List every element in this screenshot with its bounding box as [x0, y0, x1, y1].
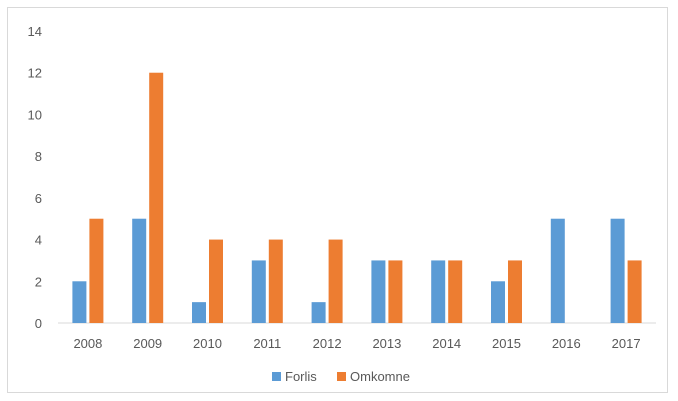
legend-swatch-omkomne	[337, 372, 346, 381]
x-tick-label: 2012	[313, 336, 342, 351]
bar-omkomne-2011	[268, 239, 283, 323]
bar-omkomne-2015	[508, 260, 522, 323]
bar-omkomne-2012	[328, 239, 343, 323]
y-tick-label: 6	[35, 191, 42, 206]
y-tick-label: 8	[35, 149, 42, 164]
bar-forlis-2015	[491, 281, 505, 323]
bar-forlis-2017	[610, 218, 625, 323]
bar-omkomne-2009	[149, 72, 164, 323]
bar-forlis-2010	[192, 302, 206, 323]
bars	[72, 72, 642, 323]
bar-forlis-2011	[251, 260, 266, 323]
x-tick-label: 2013	[372, 336, 401, 351]
bar-omkomne-2008	[89, 218, 104, 323]
legend-label-omkomne: Omkomne	[350, 369, 410, 384]
x-tick-label: 2014	[432, 336, 461, 351]
bar-omkomne-2014	[448, 260, 463, 323]
bar-forlis-2016	[550, 218, 565, 323]
y-axis-ticks: 0 2 4 6 8 10 12 14	[28, 24, 42, 331]
x-tick-label: 2008	[73, 336, 102, 351]
x-axis-ticks: 2008 2009 2010 2011 2012 2013 2014 2015 2016 2017	[73, 336, 640, 351]
x-tick-label: 2017	[612, 336, 641, 351]
y-tick-label: 10	[28, 107, 42, 122]
legend-label-forlis: Forlis	[285, 369, 317, 384]
y-tick-label: 4	[35, 233, 42, 248]
bar-omkomne-2013	[388, 260, 403, 323]
x-tick-label: 2015	[492, 336, 521, 351]
x-tick-label: 2011	[253, 336, 281, 351]
y-tick-label: 14	[28, 24, 42, 39]
chart-frame	[7, 7, 668, 393]
bar-omkomne-2017	[627, 260, 642, 323]
bar-forlis-2013	[371, 260, 386, 323]
bar-omkomne-2010	[209, 239, 223, 323]
bar-forlis-2009	[132, 218, 147, 323]
x-tick-label: 2009	[133, 336, 162, 351]
y-tick-label: 12	[28, 66, 42, 81]
bar-forlis-2008	[72, 281, 87, 323]
legend-swatch-forlis	[272, 372, 281, 381]
x-tick-label: 2010	[193, 336, 222, 351]
y-tick-label: 2	[35, 274, 42, 289]
bar-forlis-2014	[431, 260, 446, 323]
bar-forlis-2012	[311, 302, 326, 323]
y-tick-label: 0	[35, 316, 42, 331]
x-tick-label: 2016	[552, 336, 581, 351]
legend: Forlis Omkomne	[272, 369, 410, 384]
